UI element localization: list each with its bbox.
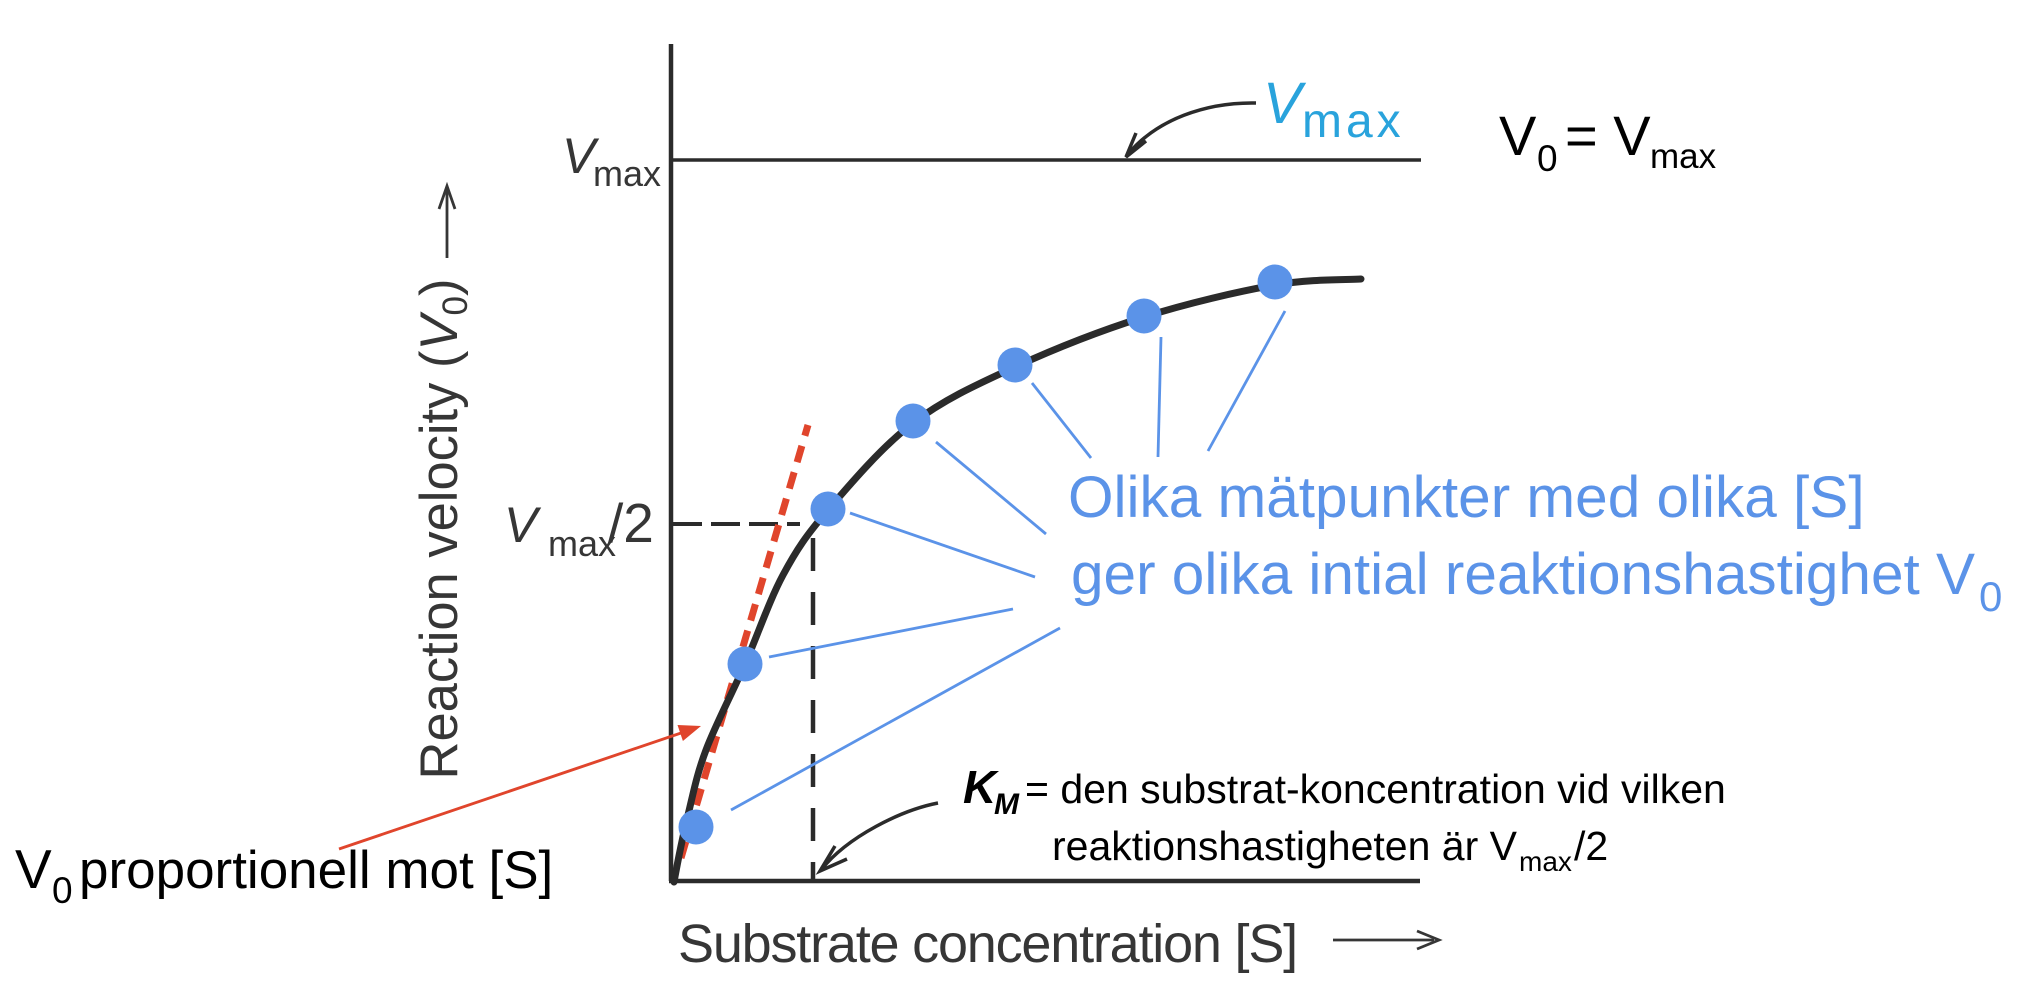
svg-text:proportionell mot [S]: proportionell mot [S] (79, 841, 553, 900)
svg-text:/2: /2 (608, 492, 654, 554)
svg-text:V: V (1499, 104, 1537, 167)
svg-text:reaktionshastigheten är V: reaktionshastigheten är V (1052, 823, 1518, 869)
svg-text:K: K (963, 761, 999, 813)
svg-text:Substrate concentration [S]: Substrate concentration [S] (678, 914, 1297, 974)
svg-text:V: V (562, 128, 600, 184)
svg-text:V: V (1263, 71, 1307, 136)
svg-text:max: max (548, 523, 616, 564)
svg-text:max: max (1519, 846, 1572, 877)
svg-text:ger olika intial reaktionshast: ger olika intial reaktionshastighet V (1071, 542, 1975, 607)
svg-text:V: V (15, 838, 52, 900)
svg-text:max: max (1302, 95, 1405, 148)
svg-text:V: V (504, 497, 542, 553)
svg-text:Olika mätpunkter med olika [S]: Olika mätpunkter med olika [S] (1068, 465, 1865, 530)
svg-text:M: M (994, 788, 1020, 821)
svg-text:/2: /2 (1574, 823, 1608, 869)
svg-text:max: max (593, 153, 661, 194)
svg-text:0: 0 (1979, 573, 2002, 620)
svg-text:0: 0 (52, 870, 73, 911)
svg-text:= den substrat-koncentration v: = den substrat-koncentration vid vilken (1025, 766, 1726, 812)
svg-text:= V: = V (1565, 104, 1651, 167)
svg-text:Reaction velocity (V0): Reaction velocity (V0) (410, 279, 475, 780)
svg-text:max: max (1650, 137, 1717, 176)
svg-text:0: 0 (1537, 138, 1558, 179)
